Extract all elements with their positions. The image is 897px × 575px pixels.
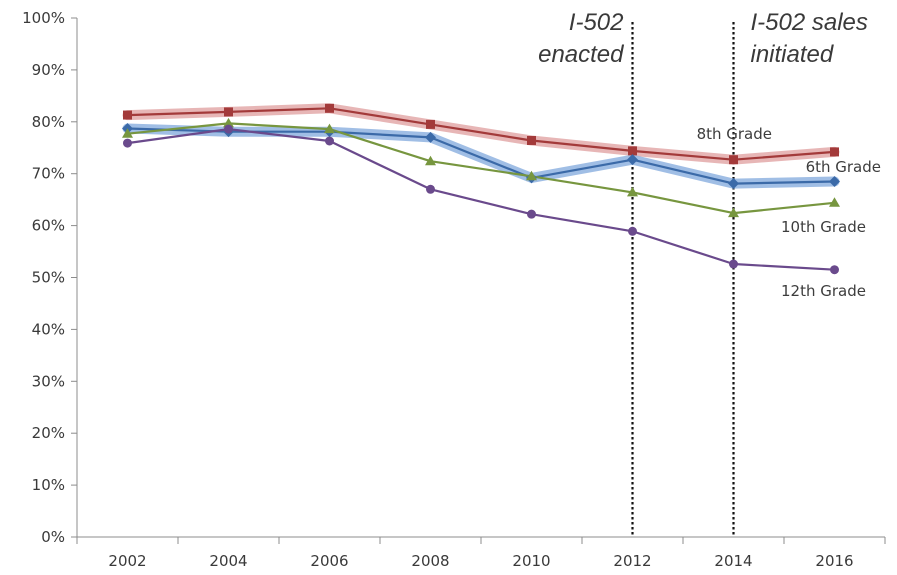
x-tick-label: 2008 bbox=[411, 552, 449, 570]
series-line bbox=[127, 128, 835, 271]
series-line bbox=[127, 107, 835, 161]
annotation-label: I-502 bbox=[569, 9, 624, 36]
y-tick-label: 30% bbox=[32, 372, 65, 390]
x-tick-label: 2014 bbox=[714, 552, 752, 570]
data-point bbox=[425, 155, 436, 166]
reference-lines bbox=[631, 22, 735, 537]
data-point bbox=[728, 178, 739, 190]
data-point bbox=[829, 197, 840, 207]
y-tick-label: 100% bbox=[22, 9, 65, 27]
data-point bbox=[425, 131, 436, 143]
series-labels: 8th Grade 6th Grade 10th Grade 12th Grade bbox=[697, 125, 881, 300]
data-point bbox=[728, 207, 739, 218]
series-label: 12th Grade bbox=[781, 282, 866, 300]
y-tick-label: 40% bbox=[32, 320, 65, 338]
y-tick-label: 10% bbox=[32, 476, 65, 494]
series-line bbox=[127, 122, 835, 215]
y-tick-label: 80% bbox=[32, 113, 65, 131]
confidence-bands bbox=[122, 103, 840, 189]
y-tick-label: 50% bbox=[32, 269, 65, 287]
data-point bbox=[426, 119, 435, 129]
y-tick-label: 70% bbox=[32, 165, 65, 183]
annotations: I-502 enacted I-502 sales initiated bbox=[538, 9, 868, 68]
y-tick-label: 0% bbox=[41, 528, 65, 546]
data-point bbox=[729, 259, 738, 269]
data-point bbox=[325, 136, 334, 146]
x-tick-label: 2002 bbox=[108, 552, 146, 570]
data-point bbox=[122, 128, 133, 138]
series-lines bbox=[127, 107, 835, 271]
data-point bbox=[627, 186, 638, 197]
data-point bbox=[426, 184, 435, 194]
data-point bbox=[325, 103, 334, 113]
series-label: 10th Grade bbox=[781, 218, 866, 236]
data-point bbox=[628, 146, 637, 156]
data-point bbox=[224, 107, 233, 117]
data-point bbox=[223, 117, 234, 128]
series-label: 8th Grade bbox=[697, 125, 772, 143]
data-point bbox=[324, 123, 335, 134]
annotation-label: I-502 sales bbox=[751, 9, 868, 36]
data-point bbox=[830, 265, 839, 275]
x-tick-label: 2016 bbox=[815, 552, 853, 570]
annotation-label: enacted bbox=[538, 41, 624, 68]
data-point bbox=[628, 226, 637, 236]
series-label: 6th Grade bbox=[806, 158, 881, 176]
data-point bbox=[224, 124, 233, 134]
data-point bbox=[123, 138, 132, 148]
axes: 0% 10% 20% 30% 40% 50% 60% 70% 80% 90% 100% 2002 200… bbox=[22, 9, 886, 570]
annotation-label: initiated bbox=[751, 41, 834, 68]
x-tick-label: 2006 bbox=[310, 552, 348, 570]
data-point bbox=[829, 175, 840, 187]
x-tick-label: 2004 bbox=[209, 552, 247, 570]
data-point bbox=[627, 154, 638, 166]
y-tick-label: 60% bbox=[32, 217, 65, 235]
data-point bbox=[729, 155, 738, 165]
data-point bbox=[527, 135, 536, 145]
data-point bbox=[830, 147, 839, 157]
x-tick-label: 2010 bbox=[512, 552, 550, 570]
y-tick-label: 90% bbox=[32, 61, 65, 79]
series-markers bbox=[122, 103, 840, 275]
y-tick-label: 20% bbox=[32, 424, 65, 442]
x-tick-label: 2012 bbox=[613, 552, 651, 570]
data-point bbox=[526, 170, 537, 181]
data-point bbox=[123, 110, 132, 120]
data-point bbox=[527, 209, 536, 219]
